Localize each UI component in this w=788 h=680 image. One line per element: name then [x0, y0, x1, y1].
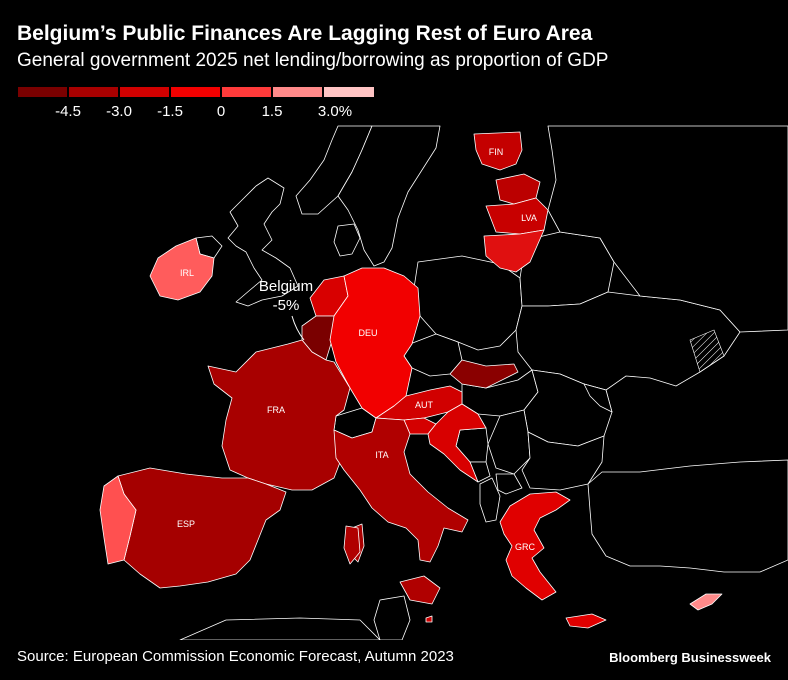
crimea-hatch [689, 329, 725, 373]
country-fin [473, 131, 523, 171]
country-lva [485, 197, 549, 235]
country-hrv [427, 403, 487, 483]
country-srb [487, 409, 531, 475]
country-dza [179, 617, 381, 640]
country-alb [479, 477, 501, 523]
country-prt [99, 475, 137, 565]
country-svk [449, 359, 519, 389]
annotation-country: Belgium [259, 278, 313, 295]
label-esp: ESP [177, 519, 195, 529]
legend-tick-1: -4.5 [55, 103, 81, 120]
country-sic [399, 575, 441, 605]
legend-swatch-2 [68, 86, 119, 98]
legend-tick-5: 1.5 [261, 103, 283, 120]
label-irl: IRL [180, 268, 194, 278]
non-euro-countries [179, 125, 788, 640]
label-fra: FRA [267, 405, 285, 415]
country-mlt [425, 615, 433, 623]
legend-tick-2: -3.0 [106, 103, 132, 120]
country-cyp [689, 593, 723, 611]
country-rus [547, 125, 788, 333]
chart-subtitle: General government 2025 net lending/borr… [17, 50, 609, 71]
country-ita [333, 417, 469, 563]
brand-logo: Bloomberg Businessweek [609, 650, 771, 665]
country-swe [337, 125, 441, 267]
legend-tick-4: 0 [216, 103, 226, 120]
country-ltu [483, 229, 545, 273]
euro-countries [99, 131, 723, 629]
country-tun [373, 595, 411, 640]
source-note: Source: European Commission Economic For… [17, 648, 454, 665]
label-aut: AUT [415, 400, 434, 410]
label-grc: GRC [515, 542, 536, 552]
country-fra [207, 339, 351, 491]
label-ita: ITA [375, 450, 388, 460]
legend-swatch-3 [119, 86, 170, 98]
country-sar [343, 525, 361, 565]
legend-swatch-6 [272, 86, 323, 98]
legend-swatch-1 [17, 86, 68, 98]
legend-swatch-5 [221, 86, 272, 98]
legend-tick-3: -1.5 [157, 103, 183, 120]
country-crete [565, 613, 607, 629]
country-esp [117, 467, 287, 589]
chart-title: Belgium’s Public Finances Are Lagging Re… [17, 22, 593, 45]
country-dnk [333, 223, 361, 257]
label-fin: FIN [489, 147, 504, 157]
country-gbr [227, 177, 299, 307]
label-deu: DEU [358, 328, 377, 338]
europe-map: FIN LVA IRL DEU FRA AUT ITA ESP GRC Belg… [99, 125, 788, 640]
country-tur [587, 459, 788, 573]
label-lva: LVA [521, 213, 537, 223]
country-mda [583, 383, 613, 413]
country-mkd [495, 473, 523, 495]
legend-tick-6: 3.0% [317, 103, 353, 120]
country-labels: FIN LVA IRL DEU FRA AUT ITA ESP GRC [177, 147, 537, 552]
legend-swatch-7 [323, 86, 375, 98]
color-legend: -4.5 -3.0 -1.5 0 1.5 3.0% [17, 86, 375, 126]
country-grc [499, 491, 571, 601]
belgium-annotation: Belgium -5% [259, 278, 313, 341]
legend-swatch-4 [170, 86, 221, 98]
annotation-value: -5% [273, 297, 300, 314]
annotation-leader-line [291, 315, 305, 341]
country-irl [149, 237, 215, 301]
